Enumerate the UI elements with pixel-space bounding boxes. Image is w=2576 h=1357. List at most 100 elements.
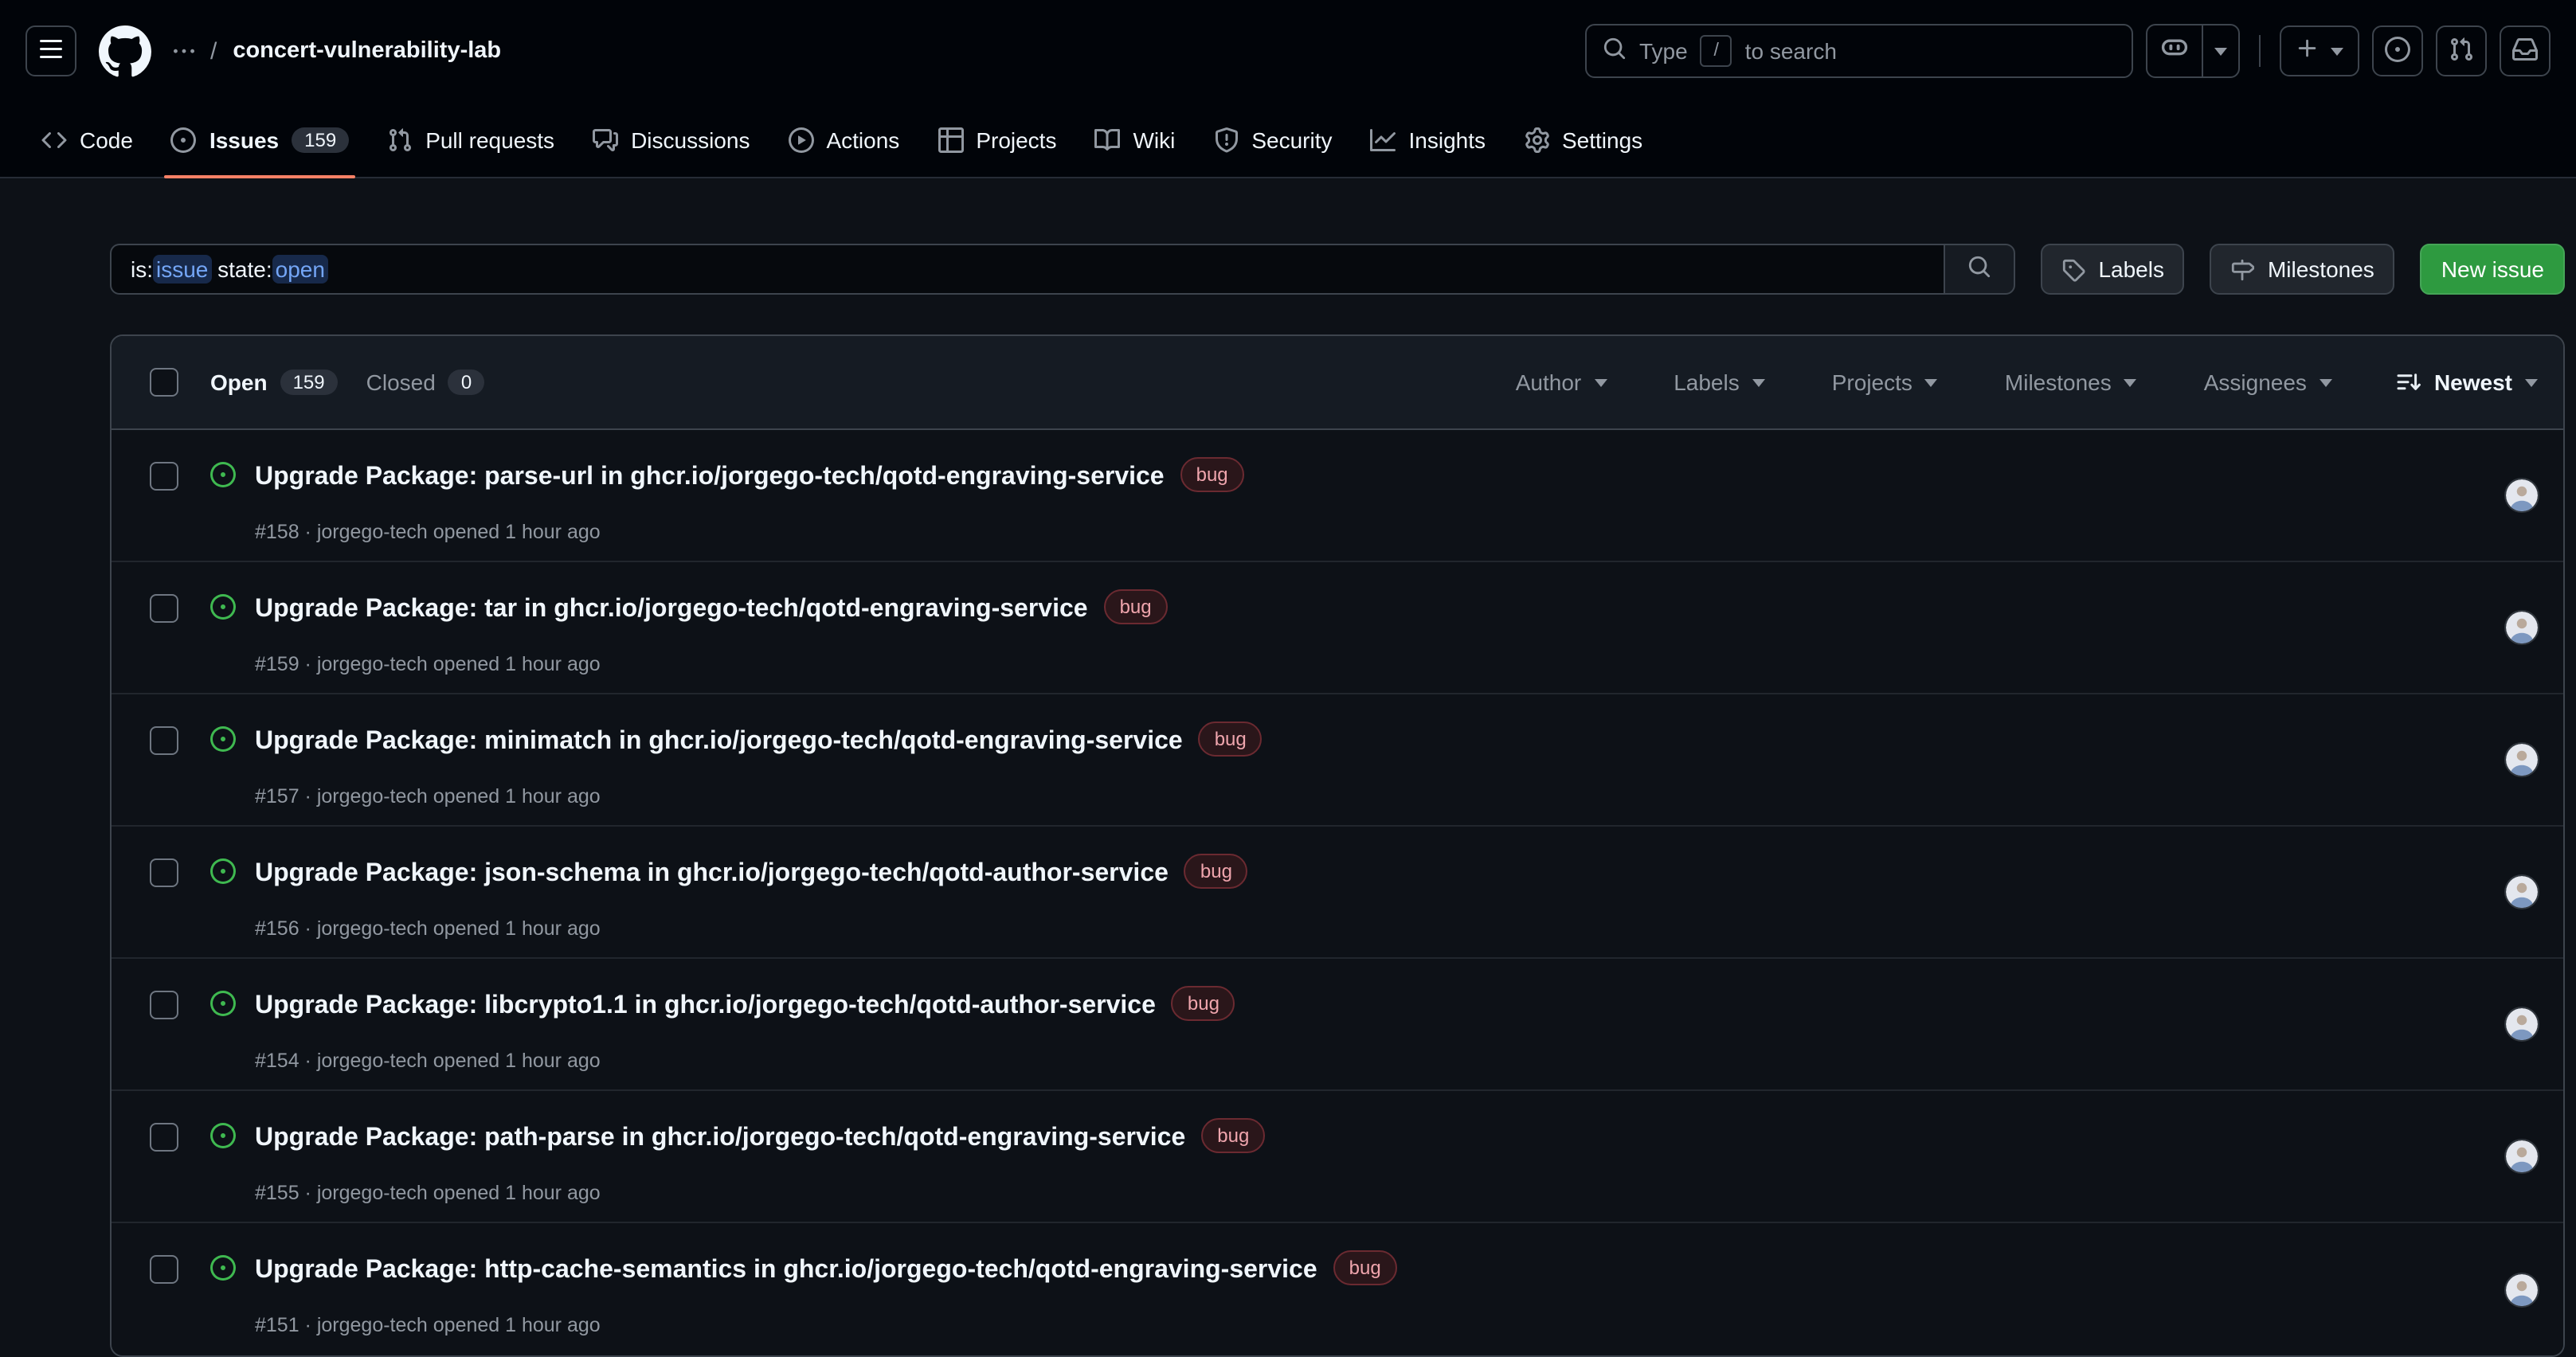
issue-row-main: Upgrade Package: json-schema in ghcr.io/… [150, 827, 2506, 957]
tab-pull-requests[interactable]: Pull requests [371, 102, 570, 177]
select-all-checkbox[interactable] [150, 368, 178, 397]
milestones-button[interactable]: Milestones [2210, 244, 2395, 295]
filter-group: is: issue state: open [110, 244, 2016, 295]
issue-author-avatar[interactable] [2506, 744, 2538, 776]
book-icon [1094, 127, 1121, 152]
issue-meta: #159 · jorgego-tech opened 1 hour ago [255, 653, 601, 675]
issue-row: Upgrade Package: minimatch in ghcr.io/jo… [112, 694, 2563, 827]
issue-row-main: Upgrade Package: parse-url in ghcr.io/jo… [150, 430, 2506, 561]
issue-title-link[interactable]: Upgrade Package: json-schema in ghcr.io/… [255, 860, 1169, 887]
issue-label-bug[interactable]: bug [1103, 589, 1168, 624]
tab-insights[interactable]: Insights [1355, 102, 1502, 177]
global-nav-menu-button[interactable] [25, 25, 76, 76]
issue-title-link[interactable]: Upgrade Package: minimatch in ghcr.io/jo… [255, 728, 1183, 755]
issues-list-header: Open 159 Closed 0 Author Labels Projects Mi… [112, 336, 2563, 430]
chevron-down-icon [1924, 378, 1938, 386]
breadcrumb-ellipsis-button[interactable] [174, 41, 194, 61]
copilot-menu-button[interactable] [2202, 25, 2238, 76]
discussion-icon [593, 127, 619, 152]
issue-checkbox[interactable] [150, 1123, 178, 1152]
issue-title-link[interactable]: Upgrade Package: libcrypto1.1 in ghcr.io… [255, 992, 1156, 1019]
issue-checkbox[interactable] [150, 858, 178, 887]
issue-title-link[interactable]: Upgrade Package: path-parse in ghcr.io/j… [255, 1124, 1186, 1152]
issue-row-content: Upgrade Package: parse-url in ghcr.io/jo… [255, 457, 1244, 543]
issue-row-main: Upgrade Package: tar in ghcr.io/jorgego-… [150, 562, 2506, 693]
milestones-button-label: Milestones [2267, 256, 2374, 282]
issue-icon [170, 127, 197, 152]
open-count-badge: 159 [280, 370, 338, 395]
tab-discussions[interactable]: Discussions [577, 102, 765, 177]
issue-opened-icon [210, 991, 236, 1016]
tag-icon [2061, 257, 2086, 281]
issue-author-avatar[interactable] [2506, 1140, 2538, 1172]
issues-dashboard-button[interactable] [2372, 25, 2423, 76]
issue-author-avatar[interactable] [2506, 876, 2538, 908]
issue-title-link[interactable]: Upgrade Package: tar in ghcr.io/jorgego-… [255, 596, 1088, 623]
issue-row-main: Upgrade Package: http-cache-semantics in… [150, 1223, 2506, 1355]
issue-row: Upgrade Package: json-schema in ghcr.io/… [112, 827, 2563, 959]
issue-author-avatar[interactable] [2506, 612, 2538, 643]
closed-label: Closed [366, 370, 436, 395]
repo-name-link[interactable]: concert-vulnerability-lab [233, 38, 502, 64]
issue-label-bug[interactable]: bug [1333, 1250, 1397, 1285]
issue-checkbox[interactable] [150, 462, 178, 491]
issues-list: Upgrade Package: parse-url in ghcr.io/jo… [112, 430, 2563, 1355]
tab-label: Pull requests [425, 127, 555, 152]
issue-title-link[interactable]: Upgrade Package: parse-url in ghcr.io/jo… [255, 463, 1165, 491]
filter-qualifier-token: issue [153, 255, 212, 284]
issue-label-bug[interactable]: bug [1180, 457, 1244, 492]
tab-projects[interactable]: Projects [922, 102, 1072, 177]
sort-dropdown[interactable]: Newest [2396, 370, 2538, 395]
copilot-button [2146, 24, 2240, 78]
closed-issues-filter[interactable]: Closed 0 [366, 370, 485, 395]
issue-label-bug[interactable]: bug [1184, 854, 1248, 889]
issue-label-bug[interactable]: bug [1201, 1118, 1266, 1153]
issue-title-link[interactable]: Upgrade Package: http-cache-semantics in… [255, 1257, 1317, 1284]
tab-label: Issues [209, 127, 280, 152]
issue-author-avatar[interactable] [2506, 1273, 2538, 1305]
tab-wiki[interactable]: Wiki [1079, 102, 1191, 177]
issue-label-bug[interactable]: bug [1171, 986, 1235, 1021]
labels-button[interactable]: Labels [2041, 244, 2185, 295]
chevron-down-icon [1752, 378, 1765, 386]
issue-meta: #151 · jorgego-tech opened 1 hour ago [255, 1314, 601, 1336]
tab-code[interactable]: Code [25, 102, 149, 177]
code-icon [41, 127, 67, 152]
copilot-chat-button[interactable] [2147, 25, 2202, 76]
github-logo[interactable] [99, 25, 151, 77]
issue-checkbox[interactable] [150, 1255, 178, 1284]
inbox-button[interactable] [2500, 25, 2551, 76]
tab-actions[interactable]: Actions [772, 102, 915, 177]
issue-author-avatar[interactable] [2506, 479, 2538, 511]
filter-dropdown-milestones[interactable]: Milestones [2005, 370, 2137, 395]
issue-label-bug[interactable]: bug [1198, 722, 1263, 757]
tab-security[interactable]: Security [1197, 102, 1348, 177]
issue-checkbox[interactable] [150, 594, 178, 623]
new-issue-button[interactable]: New issue [2420, 244, 2565, 295]
create-new-button[interactable] [2280, 25, 2359, 76]
filter-dropdown-labels[interactable]: Labels [1674, 370, 1765, 395]
tab-settings[interactable]: Settings [1508, 102, 1658, 177]
issue-row-main: Upgrade Package: path-parse in ghcr.io/j… [150, 1091, 2506, 1222]
filter-text-token: state: [217, 256, 272, 282]
search-icon [1967, 255, 1991, 284]
issue-row-content: Upgrade Package: minimatch in ghcr.io/jo… [255, 722, 1263, 808]
issue-row-content: Upgrade Package: http-cache-semantics in… [255, 1250, 1397, 1336]
global-search-input[interactable]: Type / to search [1585, 24, 2133, 78]
repo-tab-bar: Code Issues 159 Pull requests Discussions Act… [0, 102, 2576, 178]
issue-checkbox[interactable] [150, 726, 178, 755]
chevron-down-icon [2525, 378, 2538, 386]
filter-dropdown-author[interactable]: Author [1516, 370, 1607, 395]
new-issue-button-label: New issue [2441, 256, 2544, 282]
pull-requests-dashboard-button[interactable] [2436, 25, 2487, 76]
issue-row: Upgrade Package: parse-url in ghcr.io/jo… [112, 430, 2563, 562]
open-issues-filter[interactable]: Open 159 [210, 370, 338, 395]
issue-row: Upgrade Package: path-parse in ghcr.io/j… [112, 1091, 2563, 1223]
issue-checkbox[interactable] [150, 991, 178, 1019]
issue-author-avatar[interactable] [2506, 1008, 2538, 1040]
filter-search-button[interactable] [1944, 244, 2016, 295]
issues-filter-input[interactable]: is: issue state: open [110, 244, 1944, 295]
filter-dropdown-projects[interactable]: Projects [1832, 370, 1938, 395]
filter-dropdown-assignees[interactable]: Assignees [2204, 370, 2332, 395]
tab-issues[interactable]: Issues 159 [155, 102, 365, 178]
